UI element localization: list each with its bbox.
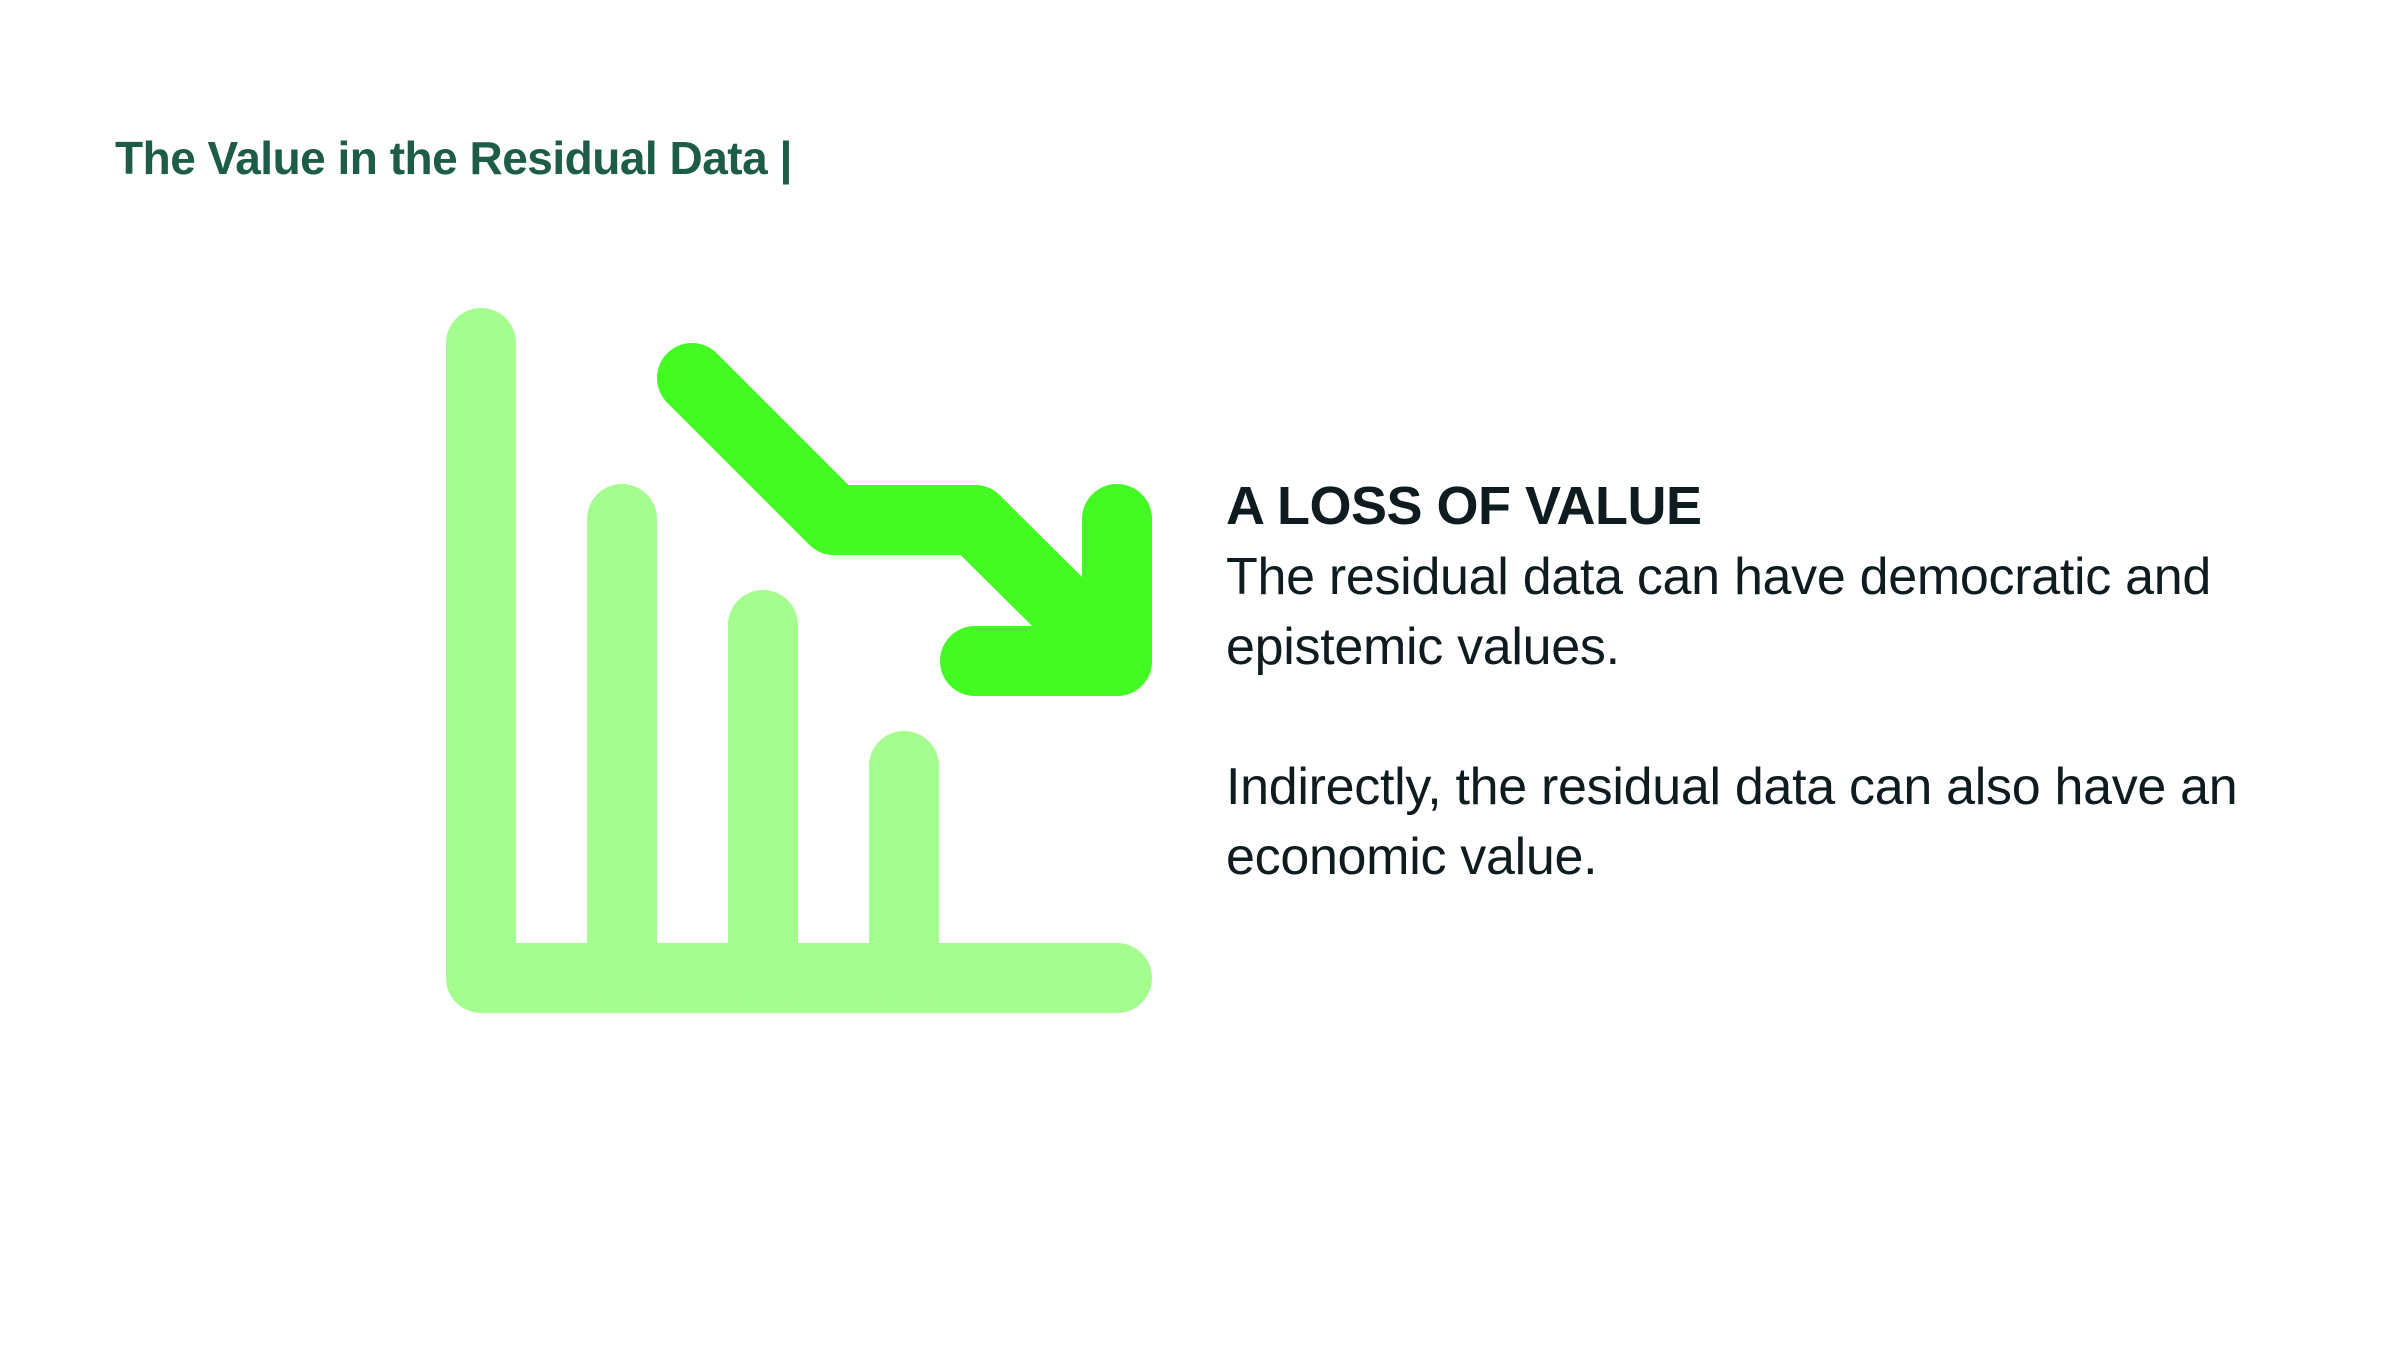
down-arrow-icon <box>657 343 1152 696</box>
chart-bars-graphic <box>446 308 1152 1013</box>
paragraph-democratic-values: The residual data can have democratic an… <box>1226 548 2211 676</box>
declining-bar-chart-icon <box>446 308 1152 1014</box>
arrow-head-shape <box>940 484 1152 696</box>
slide-title: The Value in the Residual Data | <box>115 132 792 184</box>
paragraph-economic-value: Indirectly, the residual data can also h… <box>1226 758 2238 886</box>
section-heading: A LOSS OF VALUE <box>1226 476 1702 536</box>
text-block: A LOSS OF VALUE The residual data can ha… <box>1226 470 2286 892</box>
arrow-shaft-shape <box>657 343 1152 696</box>
